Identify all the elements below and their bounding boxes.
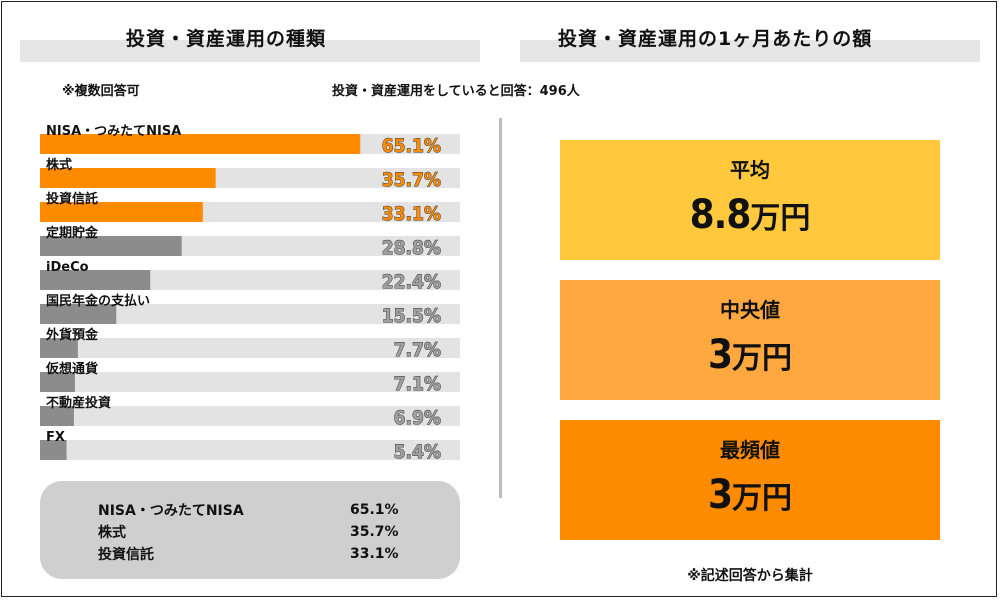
mean-box: 平均 8.8万円 (560, 140, 940, 260)
bar-track (40, 440, 460, 460)
right-header-band (520, 40, 980, 62)
median-box: 中央値 3万円 (560, 280, 940, 400)
mean-unit: 万円 (750, 201, 811, 236)
summary-value-2: 35.7% (350, 524, 399, 540)
value-label: 7.1% (394, 373, 441, 395)
value-label: 5.4% (394, 441, 441, 463)
mode-box: 最頻値 3万円 (560, 420, 940, 540)
bar-track (40, 338, 460, 358)
bar (40, 270, 151, 290)
summary-value-1: 65.1% (350, 502, 399, 518)
value-label: 15.5% (382, 305, 441, 327)
category-label: 仮想通貨 (45, 361, 98, 377)
category-label: FX (46, 430, 65, 445)
mode-value: 3万円 (560, 472, 940, 518)
value-label: 28.8% (382, 237, 441, 259)
median-number: 3 (707, 332, 733, 378)
value-label: 65.1% (382, 135, 441, 157)
left-header-band (20, 40, 480, 62)
footnote: ※記述回答から集計 (687, 568, 813, 584)
bar (40, 338, 78, 358)
category-label: 投資信託 (46, 191, 98, 207)
value-label: 35.7% (382, 169, 441, 191)
summary-name-1: NISA・つみたてNISA (98, 503, 244, 519)
bar-track (40, 406, 460, 426)
category-label: 外貨預金 (45, 327, 99, 343)
value-label: 7.7% (394, 339, 441, 361)
bar (40, 236, 182, 256)
bar-track (40, 372, 460, 392)
summary-value-3: 33.1% (350, 546, 399, 562)
respondents-note: 投資・資産運用をしていると回答：496人 (332, 84, 580, 99)
mean-number: 8.8 (689, 192, 752, 238)
category-label: 国民年金の支払い (46, 293, 150, 309)
summary-name-2: 株式 (98, 525, 126, 541)
median-value: 3万円 (560, 332, 940, 378)
value-label: 6.9% (394, 407, 441, 429)
category-label: 不動産投資 (46, 395, 111, 411)
bar (40, 440, 67, 460)
bar (40, 134, 361, 154)
left-section-title: 投資・資産運用の種類 (126, 28, 327, 50)
bar (40, 304, 117, 324)
category-label: NISA・つみたてNISA (46, 124, 181, 139)
right-section-title: 投資・資産運用の1ヶ月あたりの額 (558, 28, 873, 50)
top3-summary-box: NISA・つみたてNISA 65.1% 株式 35.7% 投資信託 33.1% (40, 481, 460, 579)
mode-unit: 万円 (732, 481, 793, 516)
value-label: 22.4% (382, 271, 441, 293)
summary-name-3: 投資信託 (98, 547, 154, 563)
bar (40, 168, 216, 188)
mean-value: 8.8万円 (560, 192, 940, 238)
mode-number: 3 (707, 472, 733, 518)
mean-label: 平均 (730, 158, 770, 182)
mode-label: 最頻値 (720, 438, 780, 462)
multiple-answers-note: ※複数回答可 (62, 84, 140, 99)
median-unit: 万円 (732, 341, 793, 376)
bar (40, 202, 203, 222)
bar-track (40, 304, 460, 324)
category-label: iDeCo (46, 260, 89, 275)
category-label: 株式 (46, 157, 72, 173)
median-label: 中央値 (720, 298, 780, 322)
section-divider (499, 118, 502, 498)
bar (40, 372, 75, 392)
value-label: 33.1% (382, 203, 441, 225)
bar (40, 406, 74, 426)
category-label: 定期貯金 (45, 225, 99, 241)
